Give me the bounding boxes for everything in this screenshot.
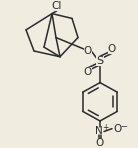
Text: −: − [120,122,128,131]
Text: O: O [108,44,116,54]
Text: O: O [96,138,104,148]
Text: O: O [84,46,92,56]
Text: O: O [113,124,121,134]
Text: N: N [95,127,103,136]
Text: O: O [84,67,92,77]
Text: S: S [96,56,104,66]
Text: Cl: Cl [52,1,62,11]
Text: +: + [102,123,108,132]
